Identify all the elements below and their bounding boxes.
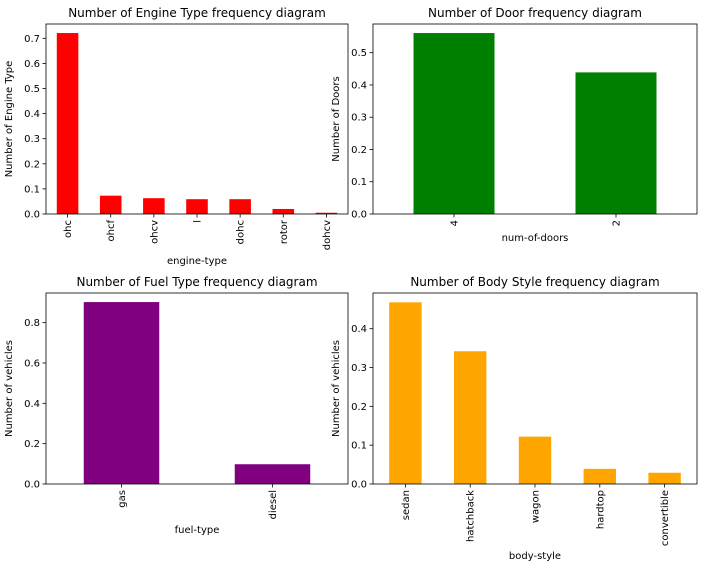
bar-rotor xyxy=(272,208,295,214)
y-axis-label: Number of vehicles xyxy=(331,340,342,437)
chart-title: Number of Door frequency diagram xyxy=(428,6,642,20)
y-tick-label: 0.1 xyxy=(24,184,40,195)
x-tick-label: wagon xyxy=(531,490,542,523)
x-tick-label: 4 xyxy=(450,220,461,226)
chart-panel-1: 0.0 0.1 0.2 0.3 0.4 0.5 4 2 Number of Door frequ… xyxy=(331,6,698,244)
x-axis-label: num-of-doors xyxy=(502,233,569,244)
bar-ohcf xyxy=(99,195,122,214)
y-tick-label: 0.7 xyxy=(24,34,40,45)
y-tick-label: 0.2 xyxy=(351,145,367,156)
chart-title: Number of Body Style frequency diagram xyxy=(410,275,659,289)
y-axis-label: Number of Doors xyxy=(331,76,342,161)
bar-ohc xyxy=(56,33,79,214)
bar-hardtop xyxy=(583,468,616,484)
y-tick-label: 0.0 xyxy=(24,480,40,491)
y-tick-label: 0.4 xyxy=(24,399,40,410)
x-tick-label: sedan xyxy=(401,490,412,520)
x-tick-label: dohcv xyxy=(322,220,333,250)
y-tick-label: 0.0 xyxy=(351,210,367,221)
plot-frame xyxy=(372,23,698,215)
bar-ohcv xyxy=(143,198,165,214)
y-tick-label: 0.3 xyxy=(351,363,367,374)
y-tick-label: 0.5 xyxy=(24,84,40,95)
bar-2 xyxy=(575,72,657,214)
x-tick-label: diesel xyxy=(268,490,279,519)
y-tick-label: 0.2 xyxy=(24,439,40,450)
y-tick-label: 0.3 xyxy=(24,134,40,145)
y-tick-label: 0.5 xyxy=(351,48,367,59)
bar-convertible xyxy=(648,472,681,484)
x-axis-label: engine-type xyxy=(167,256,227,267)
plot-frame xyxy=(45,292,349,485)
y-tick-label: 0.8 xyxy=(24,318,40,329)
bar-wagon xyxy=(518,436,552,484)
bar-diesel xyxy=(234,464,311,484)
x-axis-label: fuel-type xyxy=(175,525,220,536)
chart-panel-0: 0.0 0.1 0.2 0.3 0.4 0.5 0.6 0.7 ohc ohcf ohcv l dohc… xyxy=(4,6,349,267)
x-tick-label: ohcf xyxy=(106,220,117,242)
x-tick-label: hardtop xyxy=(595,490,606,529)
y-axis-label: Number of vehicles xyxy=(4,340,15,437)
plot-frame xyxy=(45,23,349,215)
x-tick-label: hatchback xyxy=(466,490,477,542)
x-tick-label: l xyxy=(193,220,204,223)
y-tick-label: 0.6 xyxy=(24,59,40,70)
x-tick-label: dohc xyxy=(236,220,247,244)
y-tick-label: 0.1 xyxy=(351,441,367,452)
y-tick-label: 0.0 xyxy=(351,480,367,491)
chart-title: Number of Fuel Type frequency diagram xyxy=(76,275,317,289)
y-tick-label: 0.1 xyxy=(351,177,367,188)
x-tick-label: ohc xyxy=(63,220,74,238)
chart-panel-3: 0.0 0.1 0.2 0.3 0.4 sedan hatchback wagon hardto… xyxy=(331,275,698,562)
y-tick-label: 0.2 xyxy=(351,402,367,413)
bar-4 xyxy=(413,33,495,214)
bar-l xyxy=(186,199,208,214)
bar-dohcv xyxy=(315,212,338,214)
chart-title: Number of Engine Type frequency diagram xyxy=(68,6,326,20)
x-tick-label: 2 xyxy=(612,220,623,226)
y-tick-label: 0.3 xyxy=(351,113,367,124)
bar-hatchback xyxy=(454,351,487,484)
x-tick-label: convertible xyxy=(660,490,671,546)
chart-panel-2: 0.0 0.2 0.4 0.6 0.8 gas diesel Number of Fuel T… xyxy=(4,275,349,536)
y-tick-label: 0.0 xyxy=(24,210,40,221)
x-axis-label: body-style xyxy=(509,551,561,562)
y-tick-label: 0.2 xyxy=(24,159,40,170)
x-tick-label: gas xyxy=(117,490,128,508)
y-tick-label: 0.6 xyxy=(24,358,40,369)
y-axis-label: Number of Engine Type xyxy=(4,61,15,178)
y-tick-label: 0.4 xyxy=(351,324,367,335)
y-tick-label: 0.4 xyxy=(351,80,367,91)
bar-sedan xyxy=(389,302,422,484)
y-tick-label: 0.4 xyxy=(24,109,40,120)
bar-dohc xyxy=(229,199,251,214)
x-tick-label: ohcv xyxy=(149,220,160,244)
x-tick-label: rotor xyxy=(279,219,290,244)
bar-gas xyxy=(83,302,160,484)
